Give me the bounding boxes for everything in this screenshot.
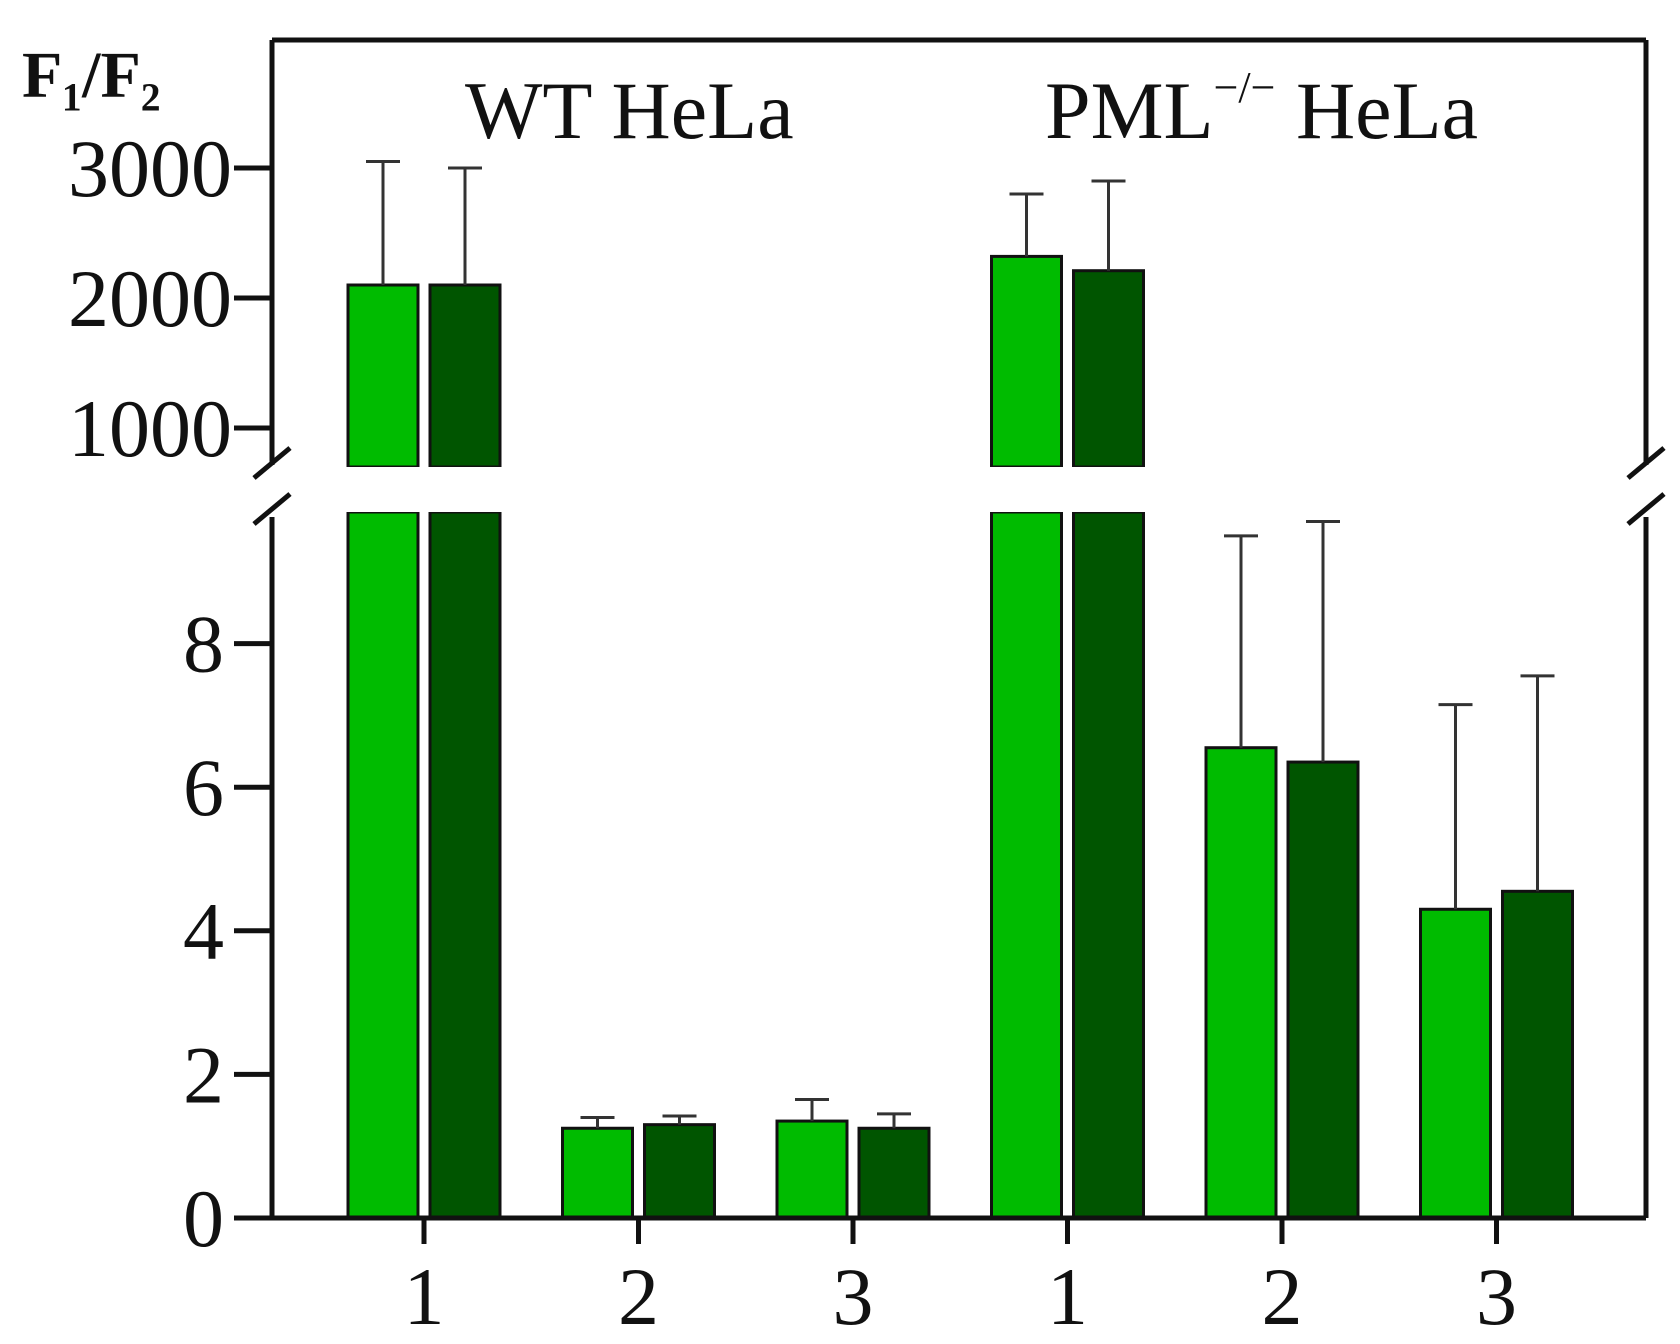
bar-s0-c0-lower — [346, 510, 420, 1220]
axis-break-mark-left-1 — [252, 446, 292, 480]
bar-s0-c1 — [561, 1126, 634, 1220]
bar-s1-c0-lower — [428, 510, 502, 1220]
group-label-pml-tail: HeLa — [1275, 65, 1478, 156]
axis-break-mark-left-2 — [252, 492, 292, 526]
bar-s0-c3-upper — [990, 254, 1063, 469]
bar-s0-c2 — [775, 1119, 849, 1220]
axis-break-mark-right-1 — [1626, 446, 1666, 480]
x-tick-label-4: 2 — [1262, 1251, 1303, 1342]
bar-s1-c4 — [1286, 760, 1360, 1220]
bar-s1-c1 — [643, 1123, 716, 1220]
y-tick-label-2000: 2000 — [68, 253, 232, 344]
y-tick-label-8: 8 — [183, 599, 224, 690]
x-tick-label-1: 2 — [618, 1251, 659, 1342]
y-tick-label-2: 2 — [183, 1029, 224, 1120]
bar-s1-c2 — [857, 1126, 931, 1220]
x-tick-label-5: 3 — [1476, 1251, 1517, 1342]
bar-s0-c0-upper — [346, 283, 420, 469]
bar-s1-c5 — [1501, 889, 1574, 1220]
group-label-pml-main: PML — [1045, 65, 1214, 156]
y-tick-label-1000: 1000 — [68, 383, 232, 474]
axis-break-mark-right-2 — [1626, 492, 1666, 526]
y-tick-label-4: 4 — [183, 886, 224, 977]
group-label-wt: WT HeLa — [465, 65, 794, 156]
error-bars-layer — [366, 160, 1555, 1129]
y-tick-label-0: 0 — [183, 1173, 224, 1264]
bar-break-gap — [344, 467, 422, 512]
bar-break-gap — [1069, 467, 1148, 512]
group-label-pml-superscript: −/− — [1214, 63, 1276, 112]
y-tick-label-3000: 3000 — [68, 123, 232, 214]
bar-s0-c4 — [1204, 746, 1278, 1220]
bar-break-gap — [426, 467, 504, 512]
x-tick-label-2: 3 — [833, 1251, 874, 1342]
bar-s0-c3-lower — [990, 510, 1063, 1220]
ticks-layer: 0 2 4 6 8 1000 2000 3000 1 2 3 1 2 3 — [68, 123, 1517, 1342]
y-axis-label: F₁/F₂ — [22, 39, 161, 112]
bar-break-gap — [987, 467, 1066, 512]
bars-layer — [344, 254, 1574, 1220]
bar-s1-c3-lower — [1072, 510, 1145, 1220]
y-tick-label-6: 6 — [183, 742, 224, 833]
bar-s1-c0-upper — [428, 283, 502, 469]
bar-s0-c5 — [1419, 907, 1492, 1220]
x-tick-label-3: 1 — [1047, 1251, 1088, 1342]
x-tick-label-0: 1 — [404, 1251, 445, 1342]
group-label-pml: PML−/− HeLa — [1045, 63, 1478, 156]
axes-frame — [234, 37, 1666, 1221]
bar-s1-c3-upper — [1072, 269, 1145, 469]
